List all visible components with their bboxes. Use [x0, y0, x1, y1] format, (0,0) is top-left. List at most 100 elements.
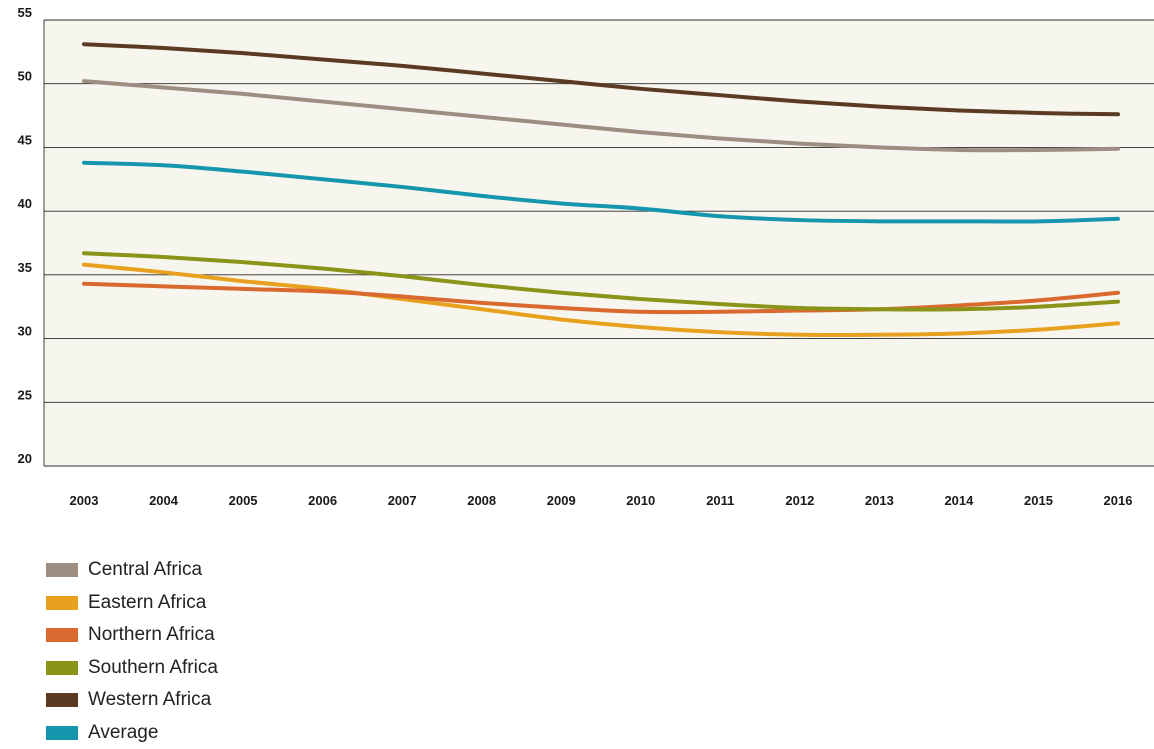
data-point-southern-africa — [1117, 300, 1119, 302]
data-point-central-africa — [162, 86, 164, 88]
legend-label: Northern Africa — [88, 624, 215, 646]
data-point-northern-africa — [719, 311, 721, 313]
data-point-central-africa — [401, 108, 403, 110]
x-tick-label: 2015 — [1024, 493, 1053, 508]
x-tick-label: 2008 — [467, 493, 496, 508]
data-point-southern-africa — [719, 303, 721, 305]
data-point-average — [1117, 218, 1119, 220]
legend-swatch — [46, 693, 78, 707]
legend-swatch — [46, 661, 78, 675]
data-point-average — [958, 220, 960, 222]
y-tick-label: 55 — [18, 5, 32, 20]
data-point-average — [640, 207, 642, 209]
legend-item-eastern-africa: Eastern Africa — [46, 587, 218, 620]
x-tick-label: 2012 — [785, 493, 814, 508]
data-point-western-africa — [799, 100, 801, 102]
data-point-western-africa — [719, 94, 721, 96]
data-point-average — [83, 162, 85, 164]
x-tick-label: 2016 — [1104, 493, 1133, 508]
data-point-average — [242, 170, 244, 172]
data-point-central-africa — [321, 100, 323, 102]
x-tick-label: 2007 — [388, 493, 417, 508]
data-point-western-africa — [162, 47, 164, 49]
x-tick-label: 2010 — [626, 493, 655, 508]
legend-swatch — [46, 628, 78, 642]
data-point-eastern-africa — [719, 331, 721, 333]
data-point-eastern-africa — [799, 334, 801, 336]
data-point-eastern-africa — [1117, 322, 1119, 324]
data-point-southern-africa — [401, 275, 403, 277]
legend-label: Western Africa — [88, 689, 211, 711]
data-point-central-africa — [1037, 149, 1039, 151]
data-point-average — [799, 219, 801, 221]
data-point-southern-africa — [560, 291, 562, 293]
x-tick-label: 2013 — [865, 493, 894, 508]
data-point-western-africa — [878, 105, 880, 107]
data-point-northern-africa — [321, 290, 323, 292]
x-tick-label: 2014 — [944, 493, 974, 508]
y-tick-label: 50 — [18, 69, 32, 84]
data-point-eastern-africa — [878, 334, 880, 336]
legend-item-northern-africa: Northern Africa — [46, 619, 218, 652]
data-point-northern-africa — [640, 311, 642, 313]
legend-swatch — [46, 596, 78, 610]
legend-label: Southern Africa — [88, 657, 218, 679]
data-point-central-africa — [878, 146, 880, 148]
data-point-average — [1037, 220, 1039, 222]
data-point-southern-africa — [242, 261, 244, 263]
data-point-northern-africa — [83, 283, 85, 285]
data-point-western-africa — [83, 43, 85, 45]
data-point-northern-africa — [1037, 299, 1039, 301]
data-point-central-africa — [83, 80, 85, 82]
data-point-western-africa — [401, 65, 403, 67]
data-point-northern-africa — [162, 285, 164, 287]
data-point-central-africa — [640, 131, 642, 133]
data-point-central-africa — [799, 142, 801, 144]
x-tick-label: 2005 — [229, 493, 258, 508]
legend-label: Average — [88, 722, 158, 744]
data-point-western-africa — [958, 109, 960, 111]
legend-item-western-africa: Western Africa — [46, 684, 218, 717]
data-point-eastern-africa — [640, 326, 642, 328]
data-point-average — [560, 202, 562, 204]
data-point-average — [401, 186, 403, 188]
data-point-eastern-africa — [1037, 328, 1039, 330]
data-point-western-africa — [640, 88, 642, 90]
data-point-central-africa — [242, 93, 244, 95]
plot-background — [44, 20, 1154, 466]
data-point-western-africa — [321, 58, 323, 60]
data-point-eastern-africa — [480, 308, 482, 310]
legend-swatch — [46, 563, 78, 577]
x-tick-label: 2009 — [547, 493, 576, 508]
data-point-northern-africa — [401, 295, 403, 297]
data-point-northern-africa — [242, 288, 244, 290]
y-tick-label: 25 — [18, 387, 32, 402]
data-point-average — [878, 220, 880, 222]
data-point-western-africa — [560, 80, 562, 82]
data-point-southern-africa — [958, 308, 960, 310]
data-point-western-africa — [1037, 112, 1039, 114]
data-point-western-africa — [242, 52, 244, 54]
x-tick-label: 2011 — [706, 493, 734, 508]
plot-area — [44, 20, 1154, 466]
data-point-central-africa — [719, 137, 721, 139]
data-point-northern-africa — [560, 307, 562, 309]
data-point-eastern-africa — [83, 263, 85, 265]
y-tick-label: 40 — [18, 196, 32, 211]
data-point-southern-africa — [480, 284, 482, 286]
data-point-western-africa — [480, 72, 482, 74]
data-point-southern-africa — [1037, 306, 1039, 308]
legend-item-average: Average — [46, 717, 218, 749]
data-point-eastern-africa — [242, 280, 244, 282]
data-point-northern-africa — [958, 304, 960, 306]
y-tick-label: 45 — [18, 132, 32, 147]
data-point-western-africa — [1117, 113, 1119, 115]
x-tick-label: 2006 — [308, 493, 337, 508]
data-point-average — [719, 215, 721, 217]
x-tick-label: 2004 — [149, 493, 179, 508]
legend-label: Eastern Africa — [88, 592, 206, 614]
data-point-southern-africa — [321, 267, 323, 269]
y-tick-label: 30 — [18, 324, 32, 339]
